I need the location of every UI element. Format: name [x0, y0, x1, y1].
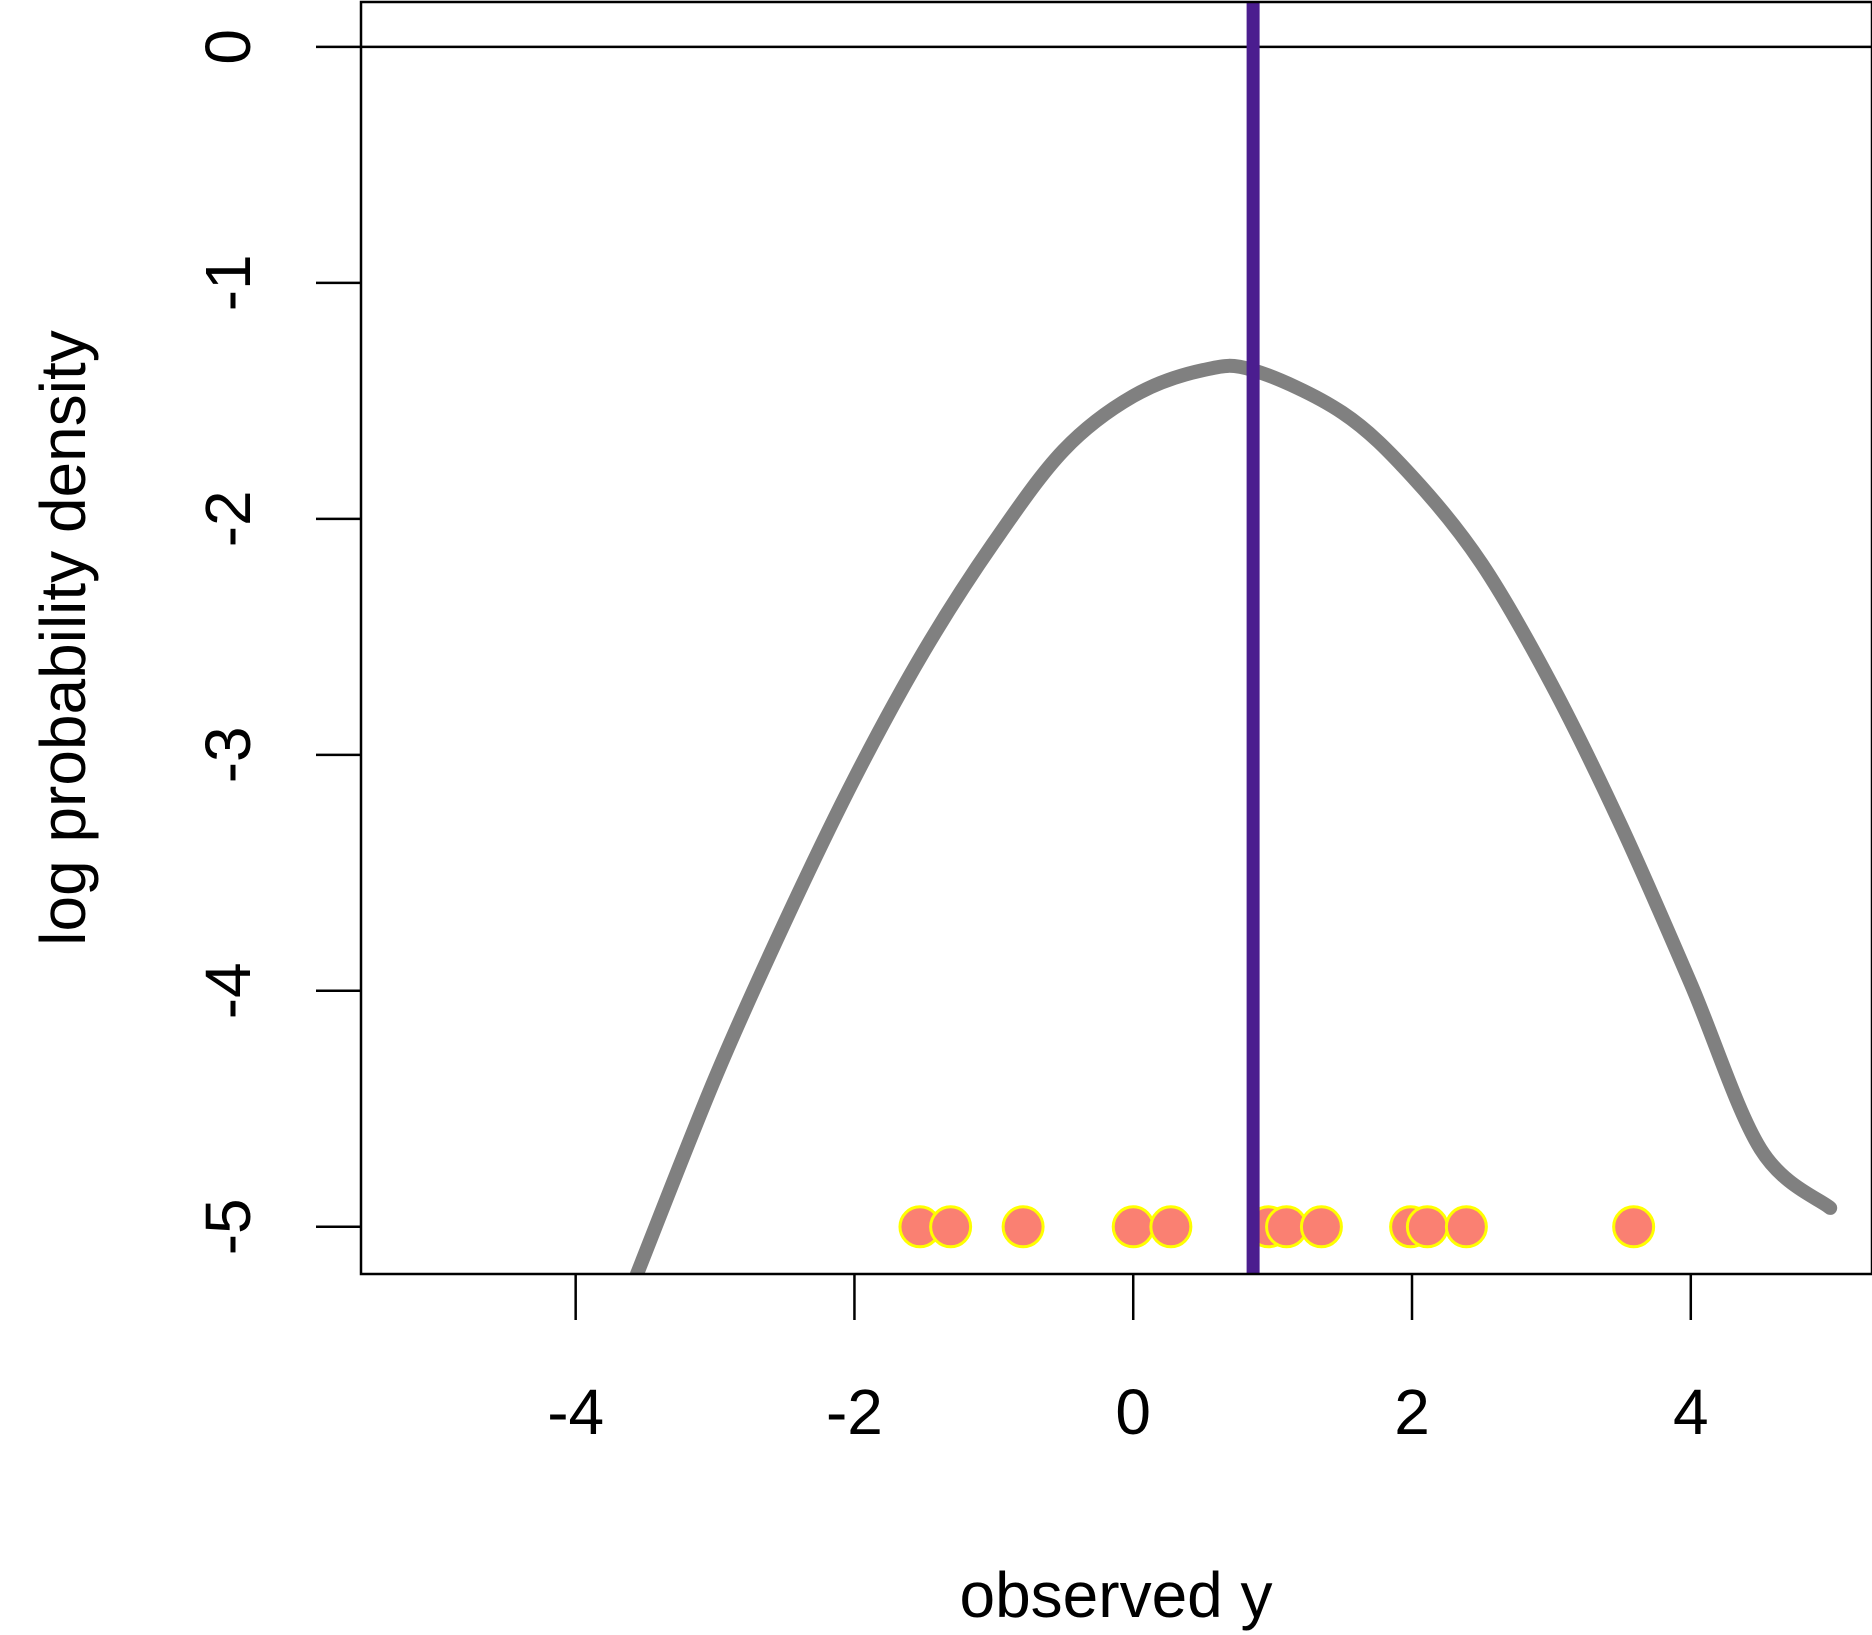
x-tick-label: 0 — [1115, 1376, 1151, 1448]
y-tick-label: -4 — [192, 962, 264, 1019]
log-density-curve — [629, 358, 1838, 1274]
points-layer — [898, 1205, 1656, 1249]
x-tick-label: -2 — [826, 1376, 883, 1448]
y-tick-label: -1 — [192, 254, 264, 311]
observation-point — [929, 1205, 973, 1249]
x-tick-label: 2 — [1394, 1376, 1430, 1448]
observation-point — [1001, 1205, 1045, 1249]
plot-frame — [359, 0, 1872, 1276]
plot-area — [361, 2, 1872, 1274]
observation-point — [1111, 1205, 1155, 1249]
x-tick-label: 4 — [1673, 1376, 1709, 1448]
y-tick-label: 0 — [192, 29, 264, 65]
observation-point — [1612, 1205, 1656, 1249]
observation-point — [1444, 1205, 1488, 1249]
y-tick-label: -5 — [192, 1198, 264, 1255]
x-axis-label: observed y — [959, 1559, 1272, 1631]
y-tick-label: -3 — [192, 726, 264, 783]
y-axis-label: log probability density — [27, 330, 99, 945]
observation-point — [1149, 1205, 1193, 1249]
observation-point — [1299, 1205, 1343, 1249]
y-axis: 0 -1 -2 -3 -4 -5 — [192, 29, 361, 1255]
curve-layer — [629, 358, 1838, 1274]
y-tick-label: -2 — [192, 490, 264, 547]
x-tick-label: -4 — [547, 1376, 604, 1448]
observation-point — [1405, 1205, 1449, 1249]
x-axis: -4 -2 0 2 4 — [547, 1274, 1709, 1448]
